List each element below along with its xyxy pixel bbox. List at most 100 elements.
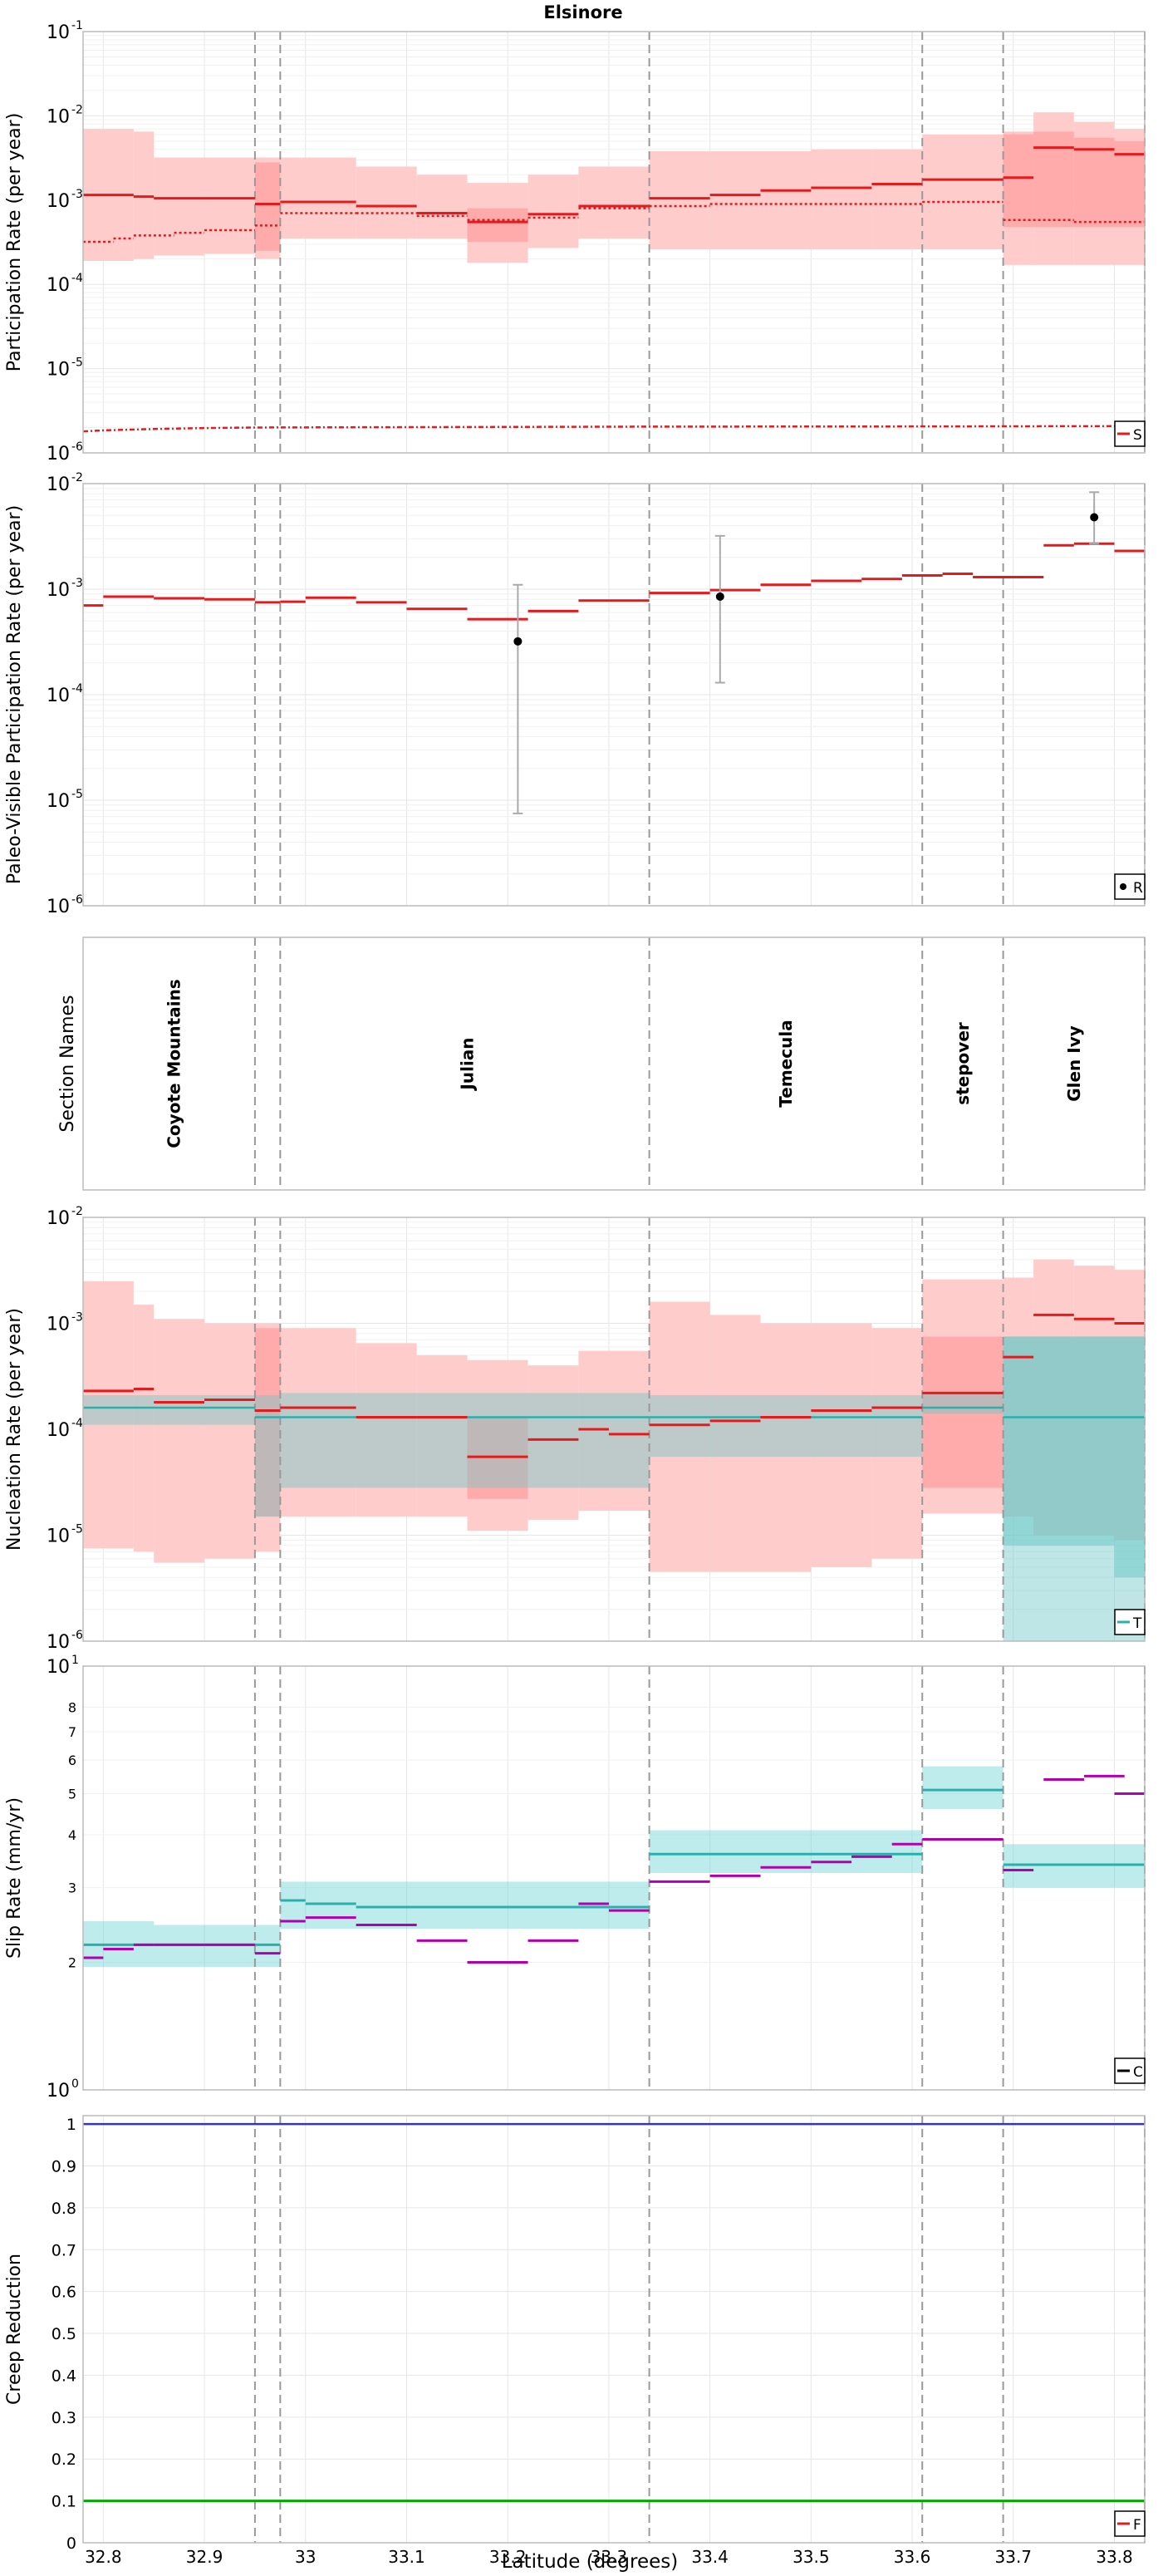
y-tick-label: 10 (47, 1657, 70, 1678)
y-tick-label: 10 (47, 1315, 70, 1335)
y-tick-exponent: -4 (71, 682, 83, 696)
y-tick-label: 10 (47, 474, 70, 495)
uncertainty-band (528, 175, 579, 248)
legend-marker (1120, 883, 1126, 890)
y-tick-label: 10 (47, 444, 70, 465)
nucleation-band (416, 1354, 468, 1517)
uncertainty-band (1033, 112, 1074, 265)
y-tick-label: 0.7 (52, 2241, 76, 2259)
y-tick-exponent: -5 (71, 356, 83, 370)
section-name-label: Glen Ivy (1064, 1025, 1084, 1102)
legend: F (1114, 2510, 1146, 2537)
slip-rate-band (1003, 1844, 1145, 1888)
y-minor-tick-label: 5 (68, 1787, 76, 1802)
y-tick-exponent: -1 (71, 19, 83, 32)
nucleation-band (204, 1323, 255, 1559)
y-tick-exponent: -6 (71, 893, 83, 907)
y-tick-exponent: -2 (71, 103, 83, 116)
slip-rate-band (922, 1766, 1004, 1809)
participation-rate-panel: Participation Rate (per year)10 -610 -510-… (4, 19, 1146, 465)
y-tick-label: 10 (47, 686, 70, 706)
legend: S (1114, 420, 1146, 447)
y-minor-tick-label: 4 (68, 1827, 76, 1843)
x-tick-label: 33.7 (995, 2547, 1033, 2567)
uncertainty-band (922, 134, 1004, 250)
paleo-data-point (1090, 513, 1099, 522)
legend-label: C (1133, 2064, 1143, 2081)
uncertainty-band (356, 166, 417, 239)
section-name-label: Julian (458, 1037, 478, 1091)
x-tick-label: 33 (295, 2547, 316, 2567)
uncertainty-band (871, 149, 923, 250)
y-tick-label: 0 (66, 2534, 76, 2553)
x-tick-label: 33.4 (691, 2547, 729, 2567)
y-tick-label: 10 (47, 22, 70, 43)
y-minor-tick-label: 7 (68, 1724, 76, 1740)
plot-area (83, 937, 1145, 1190)
plot-area (83, 1666, 1145, 2090)
uncertainty-band (811, 149, 872, 250)
y-tick-label: 0.9 (52, 2157, 76, 2175)
y-tick-exponent: 1 (71, 1654, 79, 1667)
slip-rate-band (280, 1881, 650, 1930)
x-tick-label: 33.1 (388, 2547, 425, 2567)
uncertainty-band (204, 157, 255, 254)
y-tick-label: 0.1 (52, 2493, 76, 2511)
y-axis-label: Paleo-Visible Participation Rate (per ye… (4, 505, 25, 884)
nucleation-band (922, 1279, 1004, 1514)
y-tick-label: 10 (47, 1208, 70, 1229)
uncertainty-band (578, 166, 650, 239)
section-name-label: stepover (953, 1022, 973, 1105)
y-tick-label: 10 (47, 2081, 70, 2102)
plot-border (82, 483, 1146, 907)
nucleation-band (871, 1328, 923, 1559)
y-tick-exponent: -4 (71, 1417, 83, 1430)
target-band-inner (1003, 1336, 1115, 1546)
y-tick-exponent: -2 (71, 1205, 83, 1218)
uncertainty-band (1073, 121, 1115, 265)
x-tick-label: 32.8 (85, 2547, 122, 2567)
y-tick-exponent: -5 (71, 788, 83, 801)
nucleation-band-inner (467, 1417, 528, 1499)
nucleation-band-inner (254, 1328, 281, 1517)
y-tick-exponent: -6 (71, 440, 83, 454)
legend: R (1114, 873, 1146, 900)
plot-area (83, 2116, 1145, 2543)
section-name-label: Temecula (776, 1020, 796, 1107)
y-tick-exponent: -3 (71, 1311, 83, 1325)
y-axis-label: Section Names (57, 995, 78, 1132)
uncertainty-band (254, 157, 281, 259)
paleo-data-point (513, 637, 523, 646)
nucleation-band (83, 1281, 134, 1549)
y-tick-label: 0.8 (52, 2200, 76, 2218)
y-tick-label: 10 (47, 791, 70, 812)
uncertainty-band-inner (467, 208, 528, 242)
y-tick-label: 0.3 (52, 2409, 76, 2427)
nucleation-band (467, 1359, 528, 1531)
y-tick-label: 0.5 (52, 2325, 76, 2343)
y-tick-label: 0.2 (52, 2451, 76, 2469)
plot-border (82, 1665, 1146, 2091)
slip-rate-band (649, 1830, 923, 1873)
nucleation-band (528, 1365, 579, 1520)
x-tick-label: 33.6 (894, 2547, 931, 2567)
y-tick-label: 10 (47, 897, 70, 917)
uncertainty-band (760, 151, 812, 250)
nucleation-band (356, 1343, 417, 1517)
nucleation-band (578, 1350, 650, 1512)
creep-reduction-panel: Creep Reduction 0 0.1 0.2 0.3 0.4 0.5 0.6 0.7 0.8… (4, 2115, 1146, 2553)
y-axis-label: Slip Rate (mm/yr) (4, 1797, 25, 1959)
x-tick-label: 33.5 (793, 2547, 830, 2567)
y-tick-exponent: -3 (71, 577, 83, 590)
uncertainty-band-inner (1033, 131, 1074, 228)
nucleation-band (709, 1315, 761, 1572)
legend: T (1114, 1609, 1146, 1635)
nucleation-band (649, 1301, 710, 1572)
x-tick-label: 33.2 (489, 2547, 527, 2567)
legend-label: R (1133, 880, 1143, 897)
uncertainty-band (133, 131, 155, 259)
y-tick-label: 10 (47, 275, 70, 296)
y-tick-label: 10 (47, 580, 70, 601)
section-name-label: Coyote Mountains (164, 979, 184, 1148)
